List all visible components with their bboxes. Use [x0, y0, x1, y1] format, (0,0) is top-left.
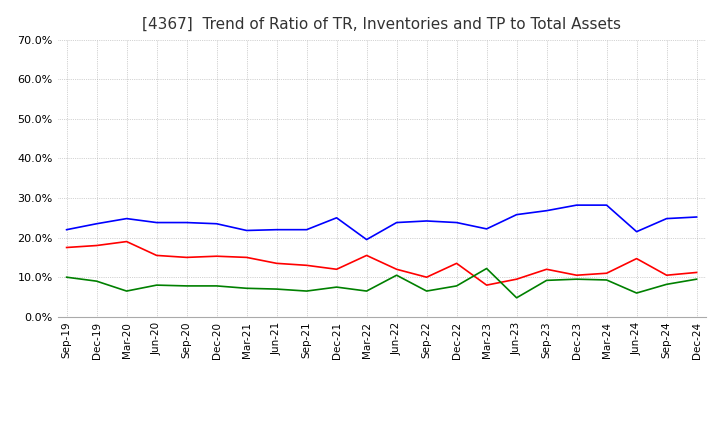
Trade Payables	[542, 278, 551, 283]
Inventories	[482, 226, 491, 231]
Inventories	[693, 214, 701, 220]
Trade Receivables	[542, 267, 551, 272]
Inventories	[212, 221, 221, 226]
Trade Receivables	[572, 272, 581, 278]
Trade Payables	[272, 286, 281, 292]
Line: Trade Payables: Trade Payables	[66, 268, 697, 298]
Inventories	[92, 221, 101, 226]
Trade Payables	[662, 282, 671, 287]
Trade Payables	[632, 290, 641, 296]
Trade Receivables	[92, 243, 101, 248]
Inventories	[272, 227, 281, 232]
Inventories	[182, 220, 191, 225]
Inventories	[572, 202, 581, 208]
Inventories	[422, 218, 431, 224]
Trade Receivables	[602, 271, 611, 276]
Trade Receivables	[452, 260, 461, 266]
Inventories	[602, 202, 611, 208]
Trade Receivables	[333, 267, 341, 272]
Trade Payables	[122, 289, 131, 294]
Inventories	[513, 212, 521, 217]
Inventories	[632, 229, 641, 234]
Inventories	[362, 237, 371, 242]
Trade Receivables	[272, 260, 281, 266]
Inventories	[122, 216, 131, 221]
Trade Receivables	[302, 263, 311, 268]
Trade Receivables	[182, 255, 191, 260]
Trade Payables	[482, 266, 491, 271]
Trade Payables	[572, 276, 581, 282]
Title: [4367]  Trend of Ratio of TR, Inventories and TP to Total Assets: [4367] Trend of Ratio of TR, Inventories…	[142, 16, 621, 32]
Trade Payables	[362, 289, 371, 294]
Trade Payables	[302, 289, 311, 294]
Inventories	[333, 215, 341, 220]
Trade Payables	[333, 284, 341, 290]
Trade Receivables	[362, 253, 371, 258]
Trade Payables	[92, 279, 101, 284]
Trade Payables	[242, 286, 251, 291]
Inventories	[302, 227, 311, 232]
Trade Receivables	[62, 245, 71, 250]
Trade Payables	[212, 283, 221, 289]
Inventories	[392, 220, 401, 225]
Trade Receivables	[632, 256, 641, 261]
Inventories	[662, 216, 671, 221]
Trade Receivables	[422, 275, 431, 280]
Trade Payables	[693, 276, 701, 282]
Trade Receivables	[242, 255, 251, 260]
Trade Receivables	[662, 272, 671, 278]
Trade Payables	[602, 277, 611, 282]
Line: Inventories: Inventories	[66, 205, 697, 239]
Line: Trade Receivables: Trade Receivables	[66, 242, 697, 285]
Trade Receivables	[513, 276, 521, 282]
Trade Receivables	[482, 282, 491, 288]
Trade Payables	[62, 275, 71, 280]
Inventories	[242, 228, 251, 233]
Trade Payables	[153, 282, 161, 288]
Trade Receivables	[122, 239, 131, 244]
Inventories	[542, 208, 551, 213]
Trade Receivables	[153, 253, 161, 258]
Trade Receivables	[392, 267, 401, 272]
Trade Payables	[452, 283, 461, 289]
Trade Payables	[422, 289, 431, 294]
Inventories	[153, 220, 161, 225]
Inventories	[452, 220, 461, 225]
Trade Receivables	[212, 253, 221, 259]
Trade Payables	[513, 295, 521, 301]
Trade Receivables	[693, 270, 701, 275]
Inventories	[62, 227, 71, 232]
Trade Payables	[392, 272, 401, 278]
Trade Payables	[182, 283, 191, 289]
